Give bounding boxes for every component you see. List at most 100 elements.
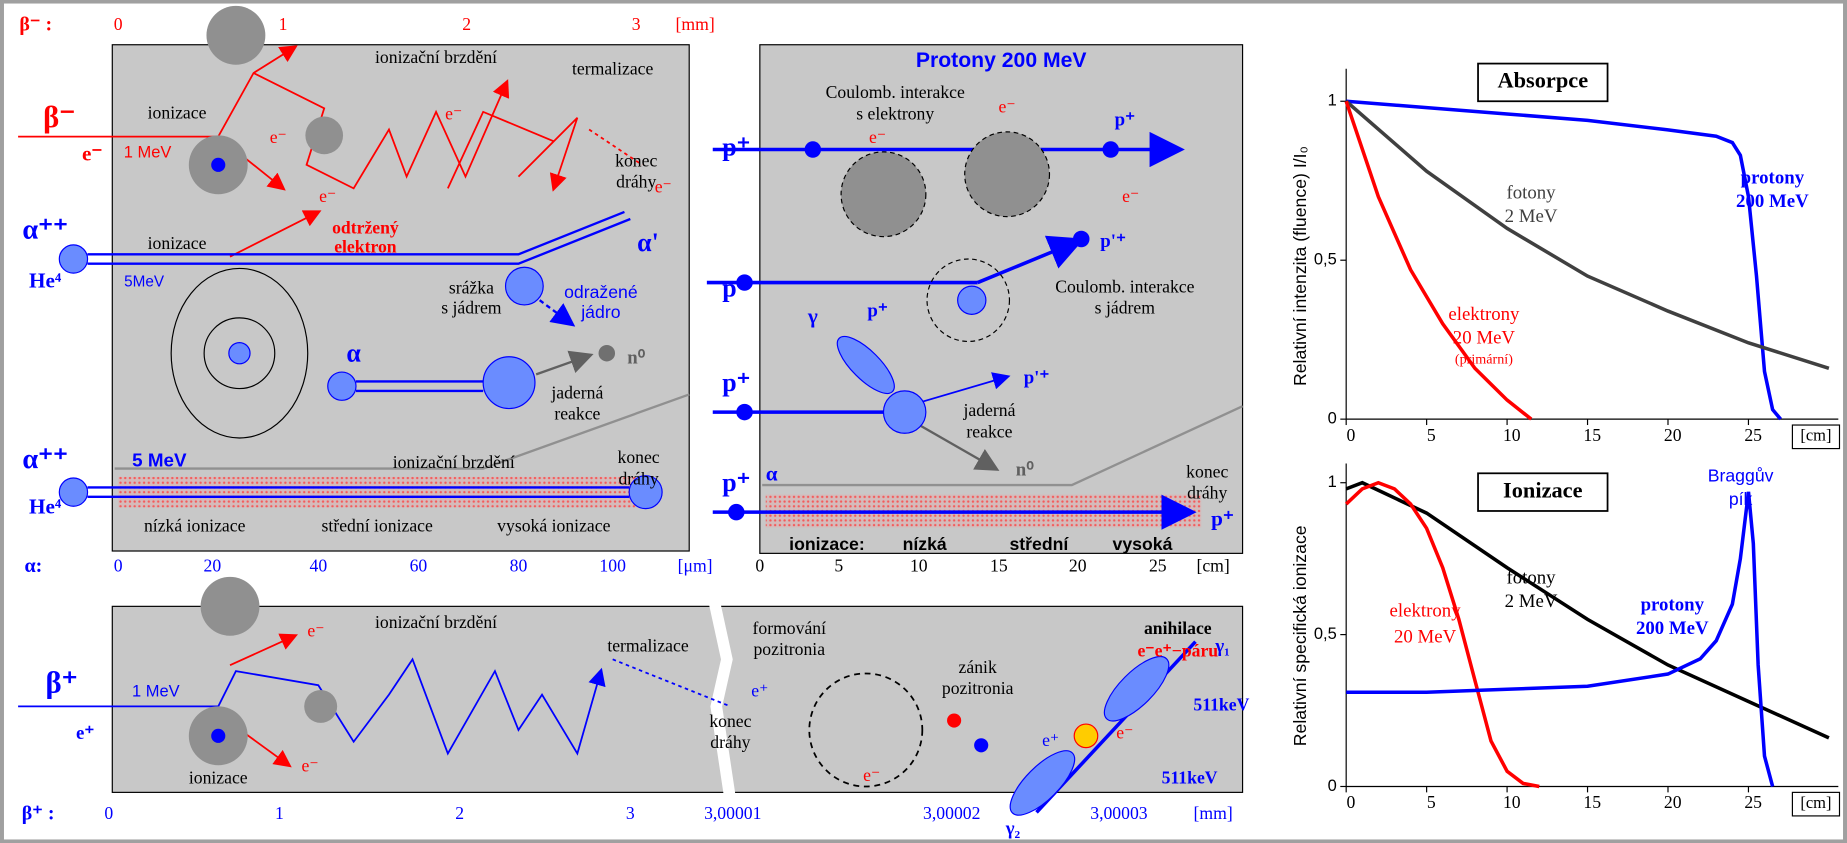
scale-tick-label: 80 <box>510 556 528 576</box>
label: 511keV <box>1162 767 1218 787</box>
label: e⁻ <box>319 186 336 206</box>
x-unit: [cm] <box>1800 426 1831 445</box>
atom <box>201 577 260 636</box>
scale-label: β⁻ : <box>19 13 52 35</box>
scale-tick-label: 25 <box>1149 556 1167 576</box>
label: e⁻ <box>307 620 324 640</box>
label: 1 MeV <box>124 143 172 161</box>
series-label: fotony <box>1506 183 1556 204</box>
label: n⁰ <box>627 347 645 368</box>
label: dráhy <box>1187 483 1227 503</box>
nucleus <box>958 286 986 314</box>
scale-tick-label: 60 <box>410 556 428 576</box>
label: e⁻ <box>999 96 1016 116</box>
label: e⁺ <box>76 723 94 744</box>
label: e⁻ <box>82 141 103 165</box>
label: e⁻ <box>302 756 319 776</box>
label: s jádrem <box>1095 298 1156 318</box>
label: srážka <box>449 278 494 298</box>
x-tick-label: 15 <box>1583 792 1601 812</box>
atom <box>305 117 343 155</box>
label: α⁺⁺ <box>22 444 68 475</box>
atom <box>206 6 265 65</box>
ionization-band <box>118 477 636 508</box>
figure: ionizační brzdění termalizace β⁻ ionizace e⁻… <box>0 0 1847 843</box>
label: odražené <box>564 282 638 302</box>
scale-unit: [cm] <box>1196 556 1229 576</box>
chart-title: Absorpce <box>1497 68 1588 93</box>
label: ionizace <box>189 767 248 787</box>
scale-tick-label: 0 <box>755 556 764 576</box>
scale-unit: [mm] <box>1194 803 1233 823</box>
label: e⁺ <box>751 680 768 700</box>
flash <box>1074 724 1098 748</box>
x-tick-label: 5 <box>1427 425 1436 445</box>
label: γ₁ <box>1214 636 1229 657</box>
label: e⁻ <box>863 765 880 785</box>
label: termalizace <box>607 636 689 656</box>
label: konec <box>709 711 751 731</box>
scale-unit: [mm] <box>675 14 714 34</box>
label: β⁺ <box>46 665 78 699</box>
x-tick-label: 20 <box>1664 792 1682 812</box>
y-axis-label: Relativní specifická ionizace <box>1290 525 1310 746</box>
scale-tick-label: 3 <box>632 14 641 34</box>
label: e⁻ <box>1116 723 1133 743</box>
series-label: elektrony <box>1390 601 1462 622</box>
label: e⁻ <box>1122 186 1139 206</box>
label: ionizace <box>148 233 207 253</box>
label: γ₂ <box>1005 818 1021 839</box>
label: γ <box>807 304 818 328</box>
x-tick-label: 10 <box>1503 792 1521 812</box>
label: vysoká <box>1113 534 1173 554</box>
series-label: fotony <box>1506 568 1556 589</box>
label: ionizace: <box>789 534 865 554</box>
electron <box>947 713 961 727</box>
series-label: 20 MeV <box>1453 327 1516 348</box>
scale-tick-label: 20 <box>204 556 222 576</box>
label: střední ionizace <box>322 516 433 536</box>
y-tick-label: 0,5 <box>1314 251 1337 269</box>
proton <box>736 404 752 420</box>
scale-tick-label: 100 <box>599 556 626 576</box>
nucleus <box>211 158 225 172</box>
label: termalizace <box>572 59 654 79</box>
label: Coulomb. interakce <box>826 82 965 102</box>
label: α <box>346 339 361 368</box>
label: 1 MeV <box>132 683 180 701</box>
series-label: (primární) <box>1455 352 1513 368</box>
label: p⁺ <box>722 468 750 497</box>
label: nízká ionizace <box>144 516 246 536</box>
label: e⁻e⁺−páru <box>1137 640 1218 660</box>
x-unit: [cm] <box>1800 793 1831 812</box>
label: ionizační brzdění <box>393 452 515 472</box>
label: reakce <box>966 421 1012 441</box>
scale-tick-label: 40 <box>310 556 328 576</box>
label: β⁻ <box>43 100 75 134</box>
nucleus <box>506 267 544 305</box>
label: anihilace <box>1144 618 1212 638</box>
label: odtržený <box>332 218 399 238</box>
label: střední <box>1009 534 1069 554</box>
label: ionizační brzdění <box>375 612 497 632</box>
series-label: 2 MeV <box>1505 591 1558 612</box>
atom <box>841 152 926 237</box>
nucleus <box>483 357 535 409</box>
scale-tick-label: 2 <box>462 14 471 34</box>
x-tick-label: 15 <box>1583 425 1601 445</box>
label: e⁻ <box>655 176 672 196</box>
label: jádro <box>580 302 620 322</box>
series-label: 200 MeV <box>1736 191 1809 212</box>
label: Coulomb. interakce <box>1055 277 1194 297</box>
label: pozitronia <box>942 678 1014 698</box>
x-tick-label: 20 <box>1664 425 1682 445</box>
label: s elektrony <box>856 103 934 123</box>
series-label: elektrony <box>1448 304 1520 325</box>
page: { "diagram": { "beta_alpha": { "scale_to… <box>0 0 1847 843</box>
label: nízká <box>903 534 947 554</box>
label: 511keV <box>1193 694 1249 714</box>
scale-tick-label: 20 <box>1069 556 1087 576</box>
label: Protony 200 MeV <box>916 49 1087 72</box>
nucleus <box>211 729 225 743</box>
label: e⁻ <box>869 127 886 147</box>
